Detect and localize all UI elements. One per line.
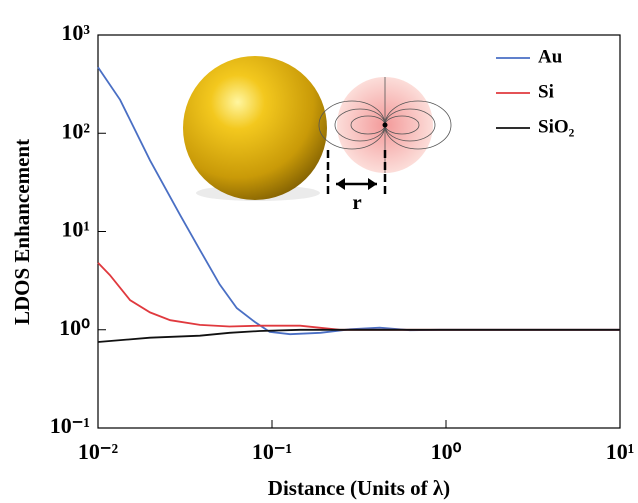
y-tick-label: 10³ [61, 20, 90, 45]
y-tick-label: 10² [61, 118, 90, 143]
legend-label: Au [538, 46, 563, 67]
x-tick-label: 10⁻¹ [252, 439, 292, 464]
y-tick-label: 10¹ [61, 217, 90, 242]
x-tick-label: 10¹ [606, 439, 635, 464]
inset: r [183, 56, 452, 214]
arrow-heads [336, 178, 377, 190]
y-axis-label: LDOS Enhancement [10, 139, 34, 325]
x-axis-label: Distance (Units of λ) [268, 476, 450, 500]
dipole [382, 122, 388, 128]
gold-sphere [183, 56, 327, 200]
legend-label: SiO₂ [538, 116, 575, 137]
line-series [97, 262, 620, 331]
y-tick-label: 10⁻¹ [50, 413, 90, 438]
legend-label: Si [538, 81, 554, 102]
line-series [97, 328, 620, 343]
x-tick-label: 10⁻² [78, 439, 119, 464]
annotation: r [352, 190, 361, 214]
y-tick-label: 10⁰ [59, 315, 90, 340]
x-tick-label: 10⁰ [431, 439, 462, 464]
